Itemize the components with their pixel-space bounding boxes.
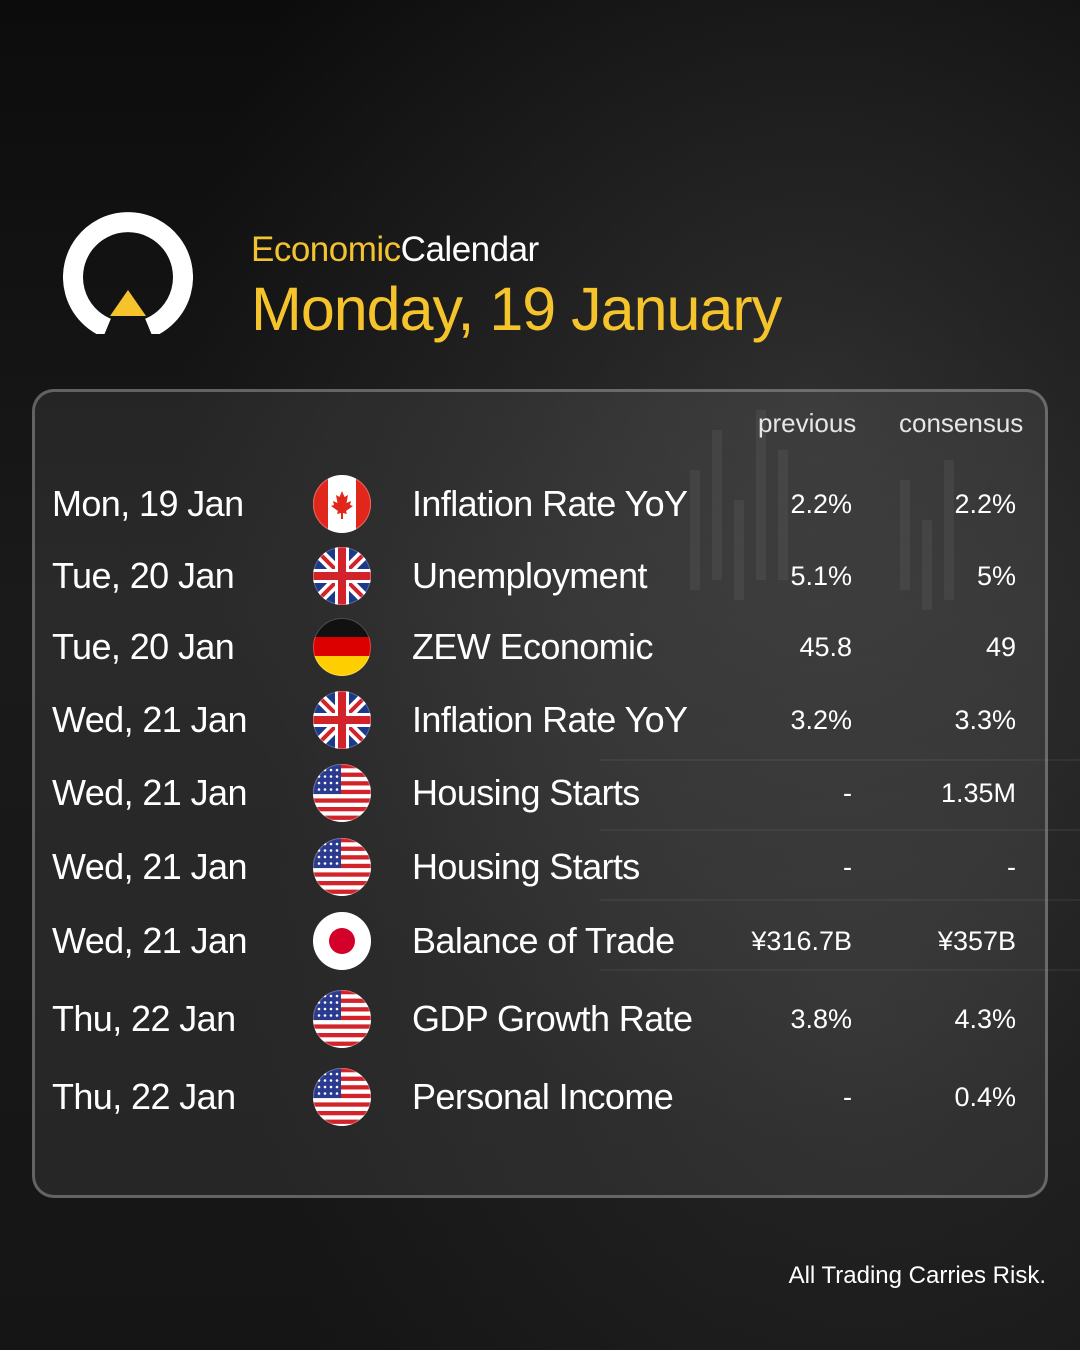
previous-value: - [843, 778, 852, 808]
consensus-value: 5% [976, 561, 1016, 591]
consensus-value: ¥357B [937, 926, 1016, 956]
uk-flag-icon [313, 547, 371, 605]
page-heading: EconomicCalendar Monday, 19 January [251, 230, 782, 344]
event-name: Unemployment [412, 555, 648, 596]
risk-disclaimer: All Trading Carries Risk. [788, 1262, 1046, 1289]
table-row: Tue, 20 Jan Unemployment 5.1% 5% [0, 546, 1080, 606]
event-date: Wed, 21 Jan [52, 699, 247, 740]
table-row: Wed, 21 Jan Housing Starts - - [0, 837, 1080, 897]
brand-logo [63, 212, 193, 334]
event-date: Thu, 22 Jan [52, 1076, 236, 1117]
table-row: Tue, 20 Jan ZEW Economic 45.8 49 [0, 617, 1080, 677]
event-date: Wed, 21 Jan [52, 920, 247, 961]
japan-flag-icon [313, 912, 371, 970]
table-row: Mon, 19 Jan Inflation Rate YoY 2.2% 2.2% [0, 474, 1080, 534]
event-name: Balance of Trade [412, 920, 675, 961]
calendar-panel [32, 389, 1048, 1198]
previous-value: 5.1% [790, 561, 852, 591]
table-row: Wed, 21 Jan Housing Starts - 1.35M [0, 763, 1080, 823]
event-date: Thu, 22 Jan [52, 998, 236, 1039]
previous-value: ¥316.7B [751, 926, 852, 956]
previous-value: - [843, 852, 852, 882]
previous-value: 3.8% [790, 1004, 852, 1034]
consensus-value: 0.4% [954, 1082, 1016, 1112]
previous-value: 2.2% [790, 489, 852, 519]
consensus-value: - [1007, 852, 1016, 882]
table-row: Wed, 21 Jan Balance of Trade ¥316.7B ¥357B [0, 911, 1080, 971]
consensus-value: 2.2% [954, 489, 1016, 519]
table-row: Thu, 22 Jan GDP Growth Rate 3.8% 4.3% [0, 989, 1080, 1049]
event-name: Personal Income [412, 1076, 674, 1117]
event-name: Housing Starts [412, 772, 640, 813]
germany-flag-icon [313, 618, 371, 676]
page-title: Monday, 19 January [251, 275, 782, 343]
canada-flag-icon [313, 475, 371, 533]
consensus-value: 1.35M [940, 778, 1016, 808]
us-flag-icon [313, 838, 371, 896]
event-date: Tue, 20 Jan [52, 555, 235, 596]
consensus-value: 3.3% [954, 705, 1016, 735]
consensus-value: 49 [985, 632, 1016, 662]
event-name: ZEW Economic [412, 626, 653, 667]
table-row: Wed, 21 Jan Inflation Rate YoY 3.2% 3.3% [0, 690, 1080, 750]
subtitle-calendar: Calendar [400, 230, 540, 269]
us-flag-icon [313, 764, 371, 822]
previous-value: - [843, 1082, 852, 1112]
uk-flag-icon [313, 691, 371, 749]
previous-value: 3.2% [790, 705, 852, 735]
event-date: Tue, 20 Jan [52, 626, 235, 667]
event-name: Housing Starts [412, 846, 640, 887]
calendar-subtitle: EconomicCalendar [251, 230, 781, 270]
subtitle-economic: Economic [251, 230, 401, 269]
previous-value: 45.8 [799, 632, 852, 662]
us-flag-icon [313, 1068, 371, 1126]
column-header-consensus: consensus [899, 408, 1024, 438]
event-date: Wed, 21 Jan [52, 772, 247, 813]
column-header-previous: previous [758, 408, 857, 438]
event-date: Mon, 19 Jan [52, 483, 244, 524]
us-flag-icon [313, 990, 371, 1048]
table-row: Thu, 22 Jan Personal Income - 0.4% [0, 1067, 1080, 1127]
event-name: GDP Growth Rate [412, 998, 693, 1039]
consensus-value: 4.3% [954, 1004, 1016, 1034]
event-name: Inflation Rate YoY [412, 483, 688, 524]
event-name: Inflation Rate YoY [412, 699, 688, 740]
event-date: Wed, 21 Jan [52, 846, 247, 887]
